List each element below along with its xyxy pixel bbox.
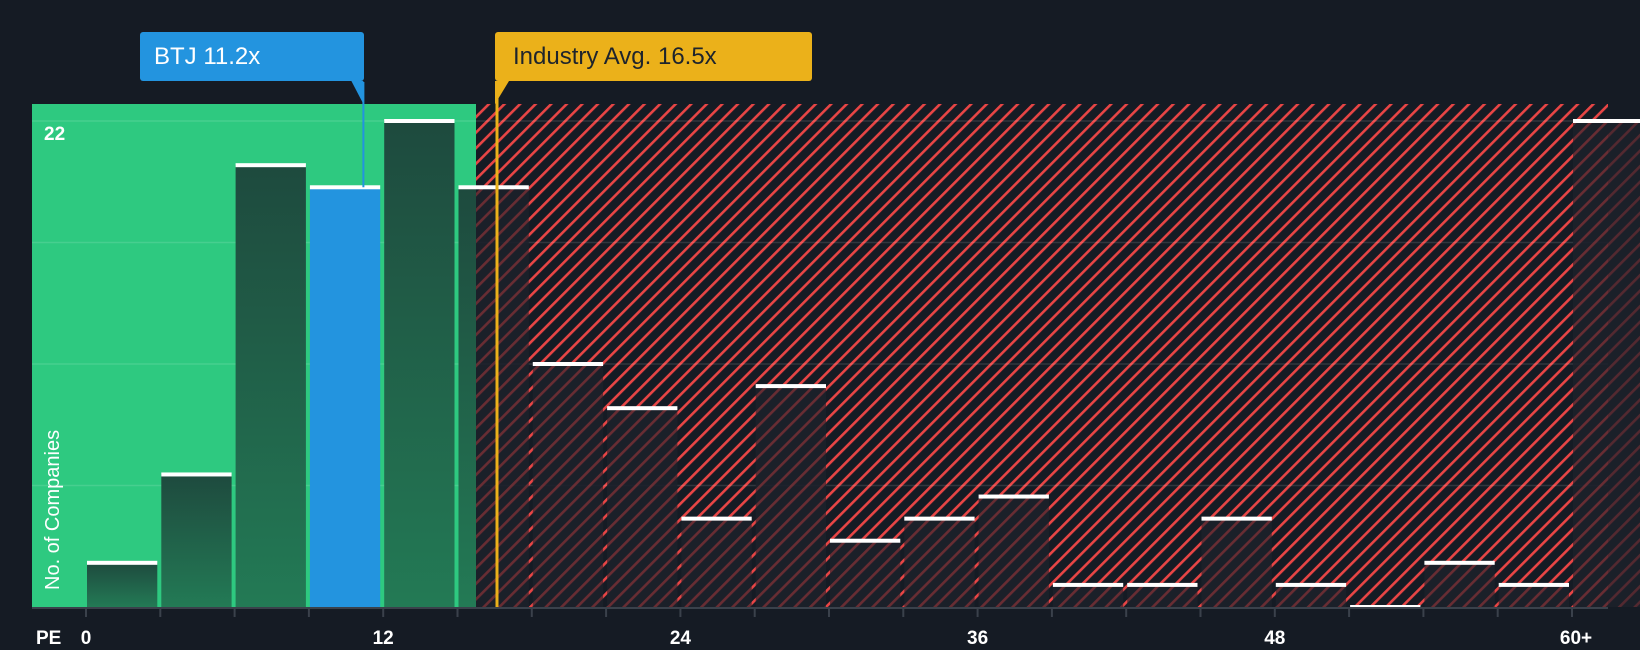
company-bin-bar — [309, 187, 381, 608]
bar-cap — [87, 560, 158, 565]
y-axis-title: No. of Companies — [42, 429, 64, 590]
x-tick-label: 12 — [372, 628, 394, 649]
histogram-bar — [384, 121, 455, 607]
bar-cap — [904, 516, 975, 521]
histogram-bar — [1275, 584, 1347, 607]
histogram-bar-part — [458, 187, 476, 608]
bar-cap — [458, 185, 529, 190]
bar-cap — [1424, 560, 1495, 565]
bar-cap — [1573, 119, 1640, 123]
company-pe-callout: BTJ 11.2x — [140, 32, 364, 81]
bar-cap — [532, 362, 604, 366]
y-axis-max-label: 22 — [44, 124, 66, 145]
histogram-bar — [681, 518, 752, 607]
x-axis — [32, 607, 1608, 617]
histogram-bar — [1201, 518, 1272, 607]
histogram-bar — [1498, 584, 1569, 607]
histogram-bar — [161, 474, 232, 607]
histogram-bar — [607, 408, 678, 607]
histogram-bars — [87, 119, 1640, 609]
histogram-bar — [755, 386, 826, 607]
x-axis-title: PE — [36, 628, 62, 649]
histogram-bar — [904, 518, 975, 607]
histogram-bar — [87, 562, 158, 607]
x-tick-label: 24 — [669, 628, 691, 649]
value-markers — [351, 81, 509, 607]
bar-cap — [235, 163, 306, 168]
histogram-bar — [1127, 584, 1198, 607]
company-callout-pointer — [351, 81, 364, 104]
bar-cap — [681, 516, 752, 521]
bar-cap — [1498, 582, 1569, 587]
bar-cap — [384, 119, 455, 123]
histogram-bar — [235, 165, 306, 607]
x-tick-label: 0 — [80, 628, 92, 649]
histogram-bar — [830, 540, 901, 607]
histogram-bar — [532, 364, 604, 607]
bar-cap — [1127, 582, 1198, 587]
industry-avg-callout: Industry Avg. 16.5x — [495, 32, 812, 81]
bar-cap — [755, 384, 826, 389]
histogram-bar — [1052, 584, 1124, 607]
bar-cap — [1052, 582, 1124, 587]
histogram-bar — [978, 496, 1049, 607]
bar-cap — [830, 538, 901, 543]
histogram-bar — [1424, 562, 1495, 607]
bar-cap — [161, 472, 232, 477]
bar-cap — [1201, 516, 1272, 521]
histogram-bar — [1573, 121, 1640, 607]
industry-callout-pointer — [495, 81, 509, 104]
company-pe-label: BTJ 11.2x — [154, 43, 261, 70]
bar-cap — [309, 185, 381, 190]
industry-avg-label: Industry Avg. 16.5x — [513, 43, 717, 70]
x-tick-label: 36 — [967, 628, 989, 649]
bar-cap — [978, 494, 1049, 499]
bar-cap — [607, 406, 678, 411]
x-tick-label: 60+ — [1559, 628, 1593, 649]
x-tick-label: 48 — [1264, 628, 1286, 649]
bar-cap — [1275, 582, 1347, 587]
